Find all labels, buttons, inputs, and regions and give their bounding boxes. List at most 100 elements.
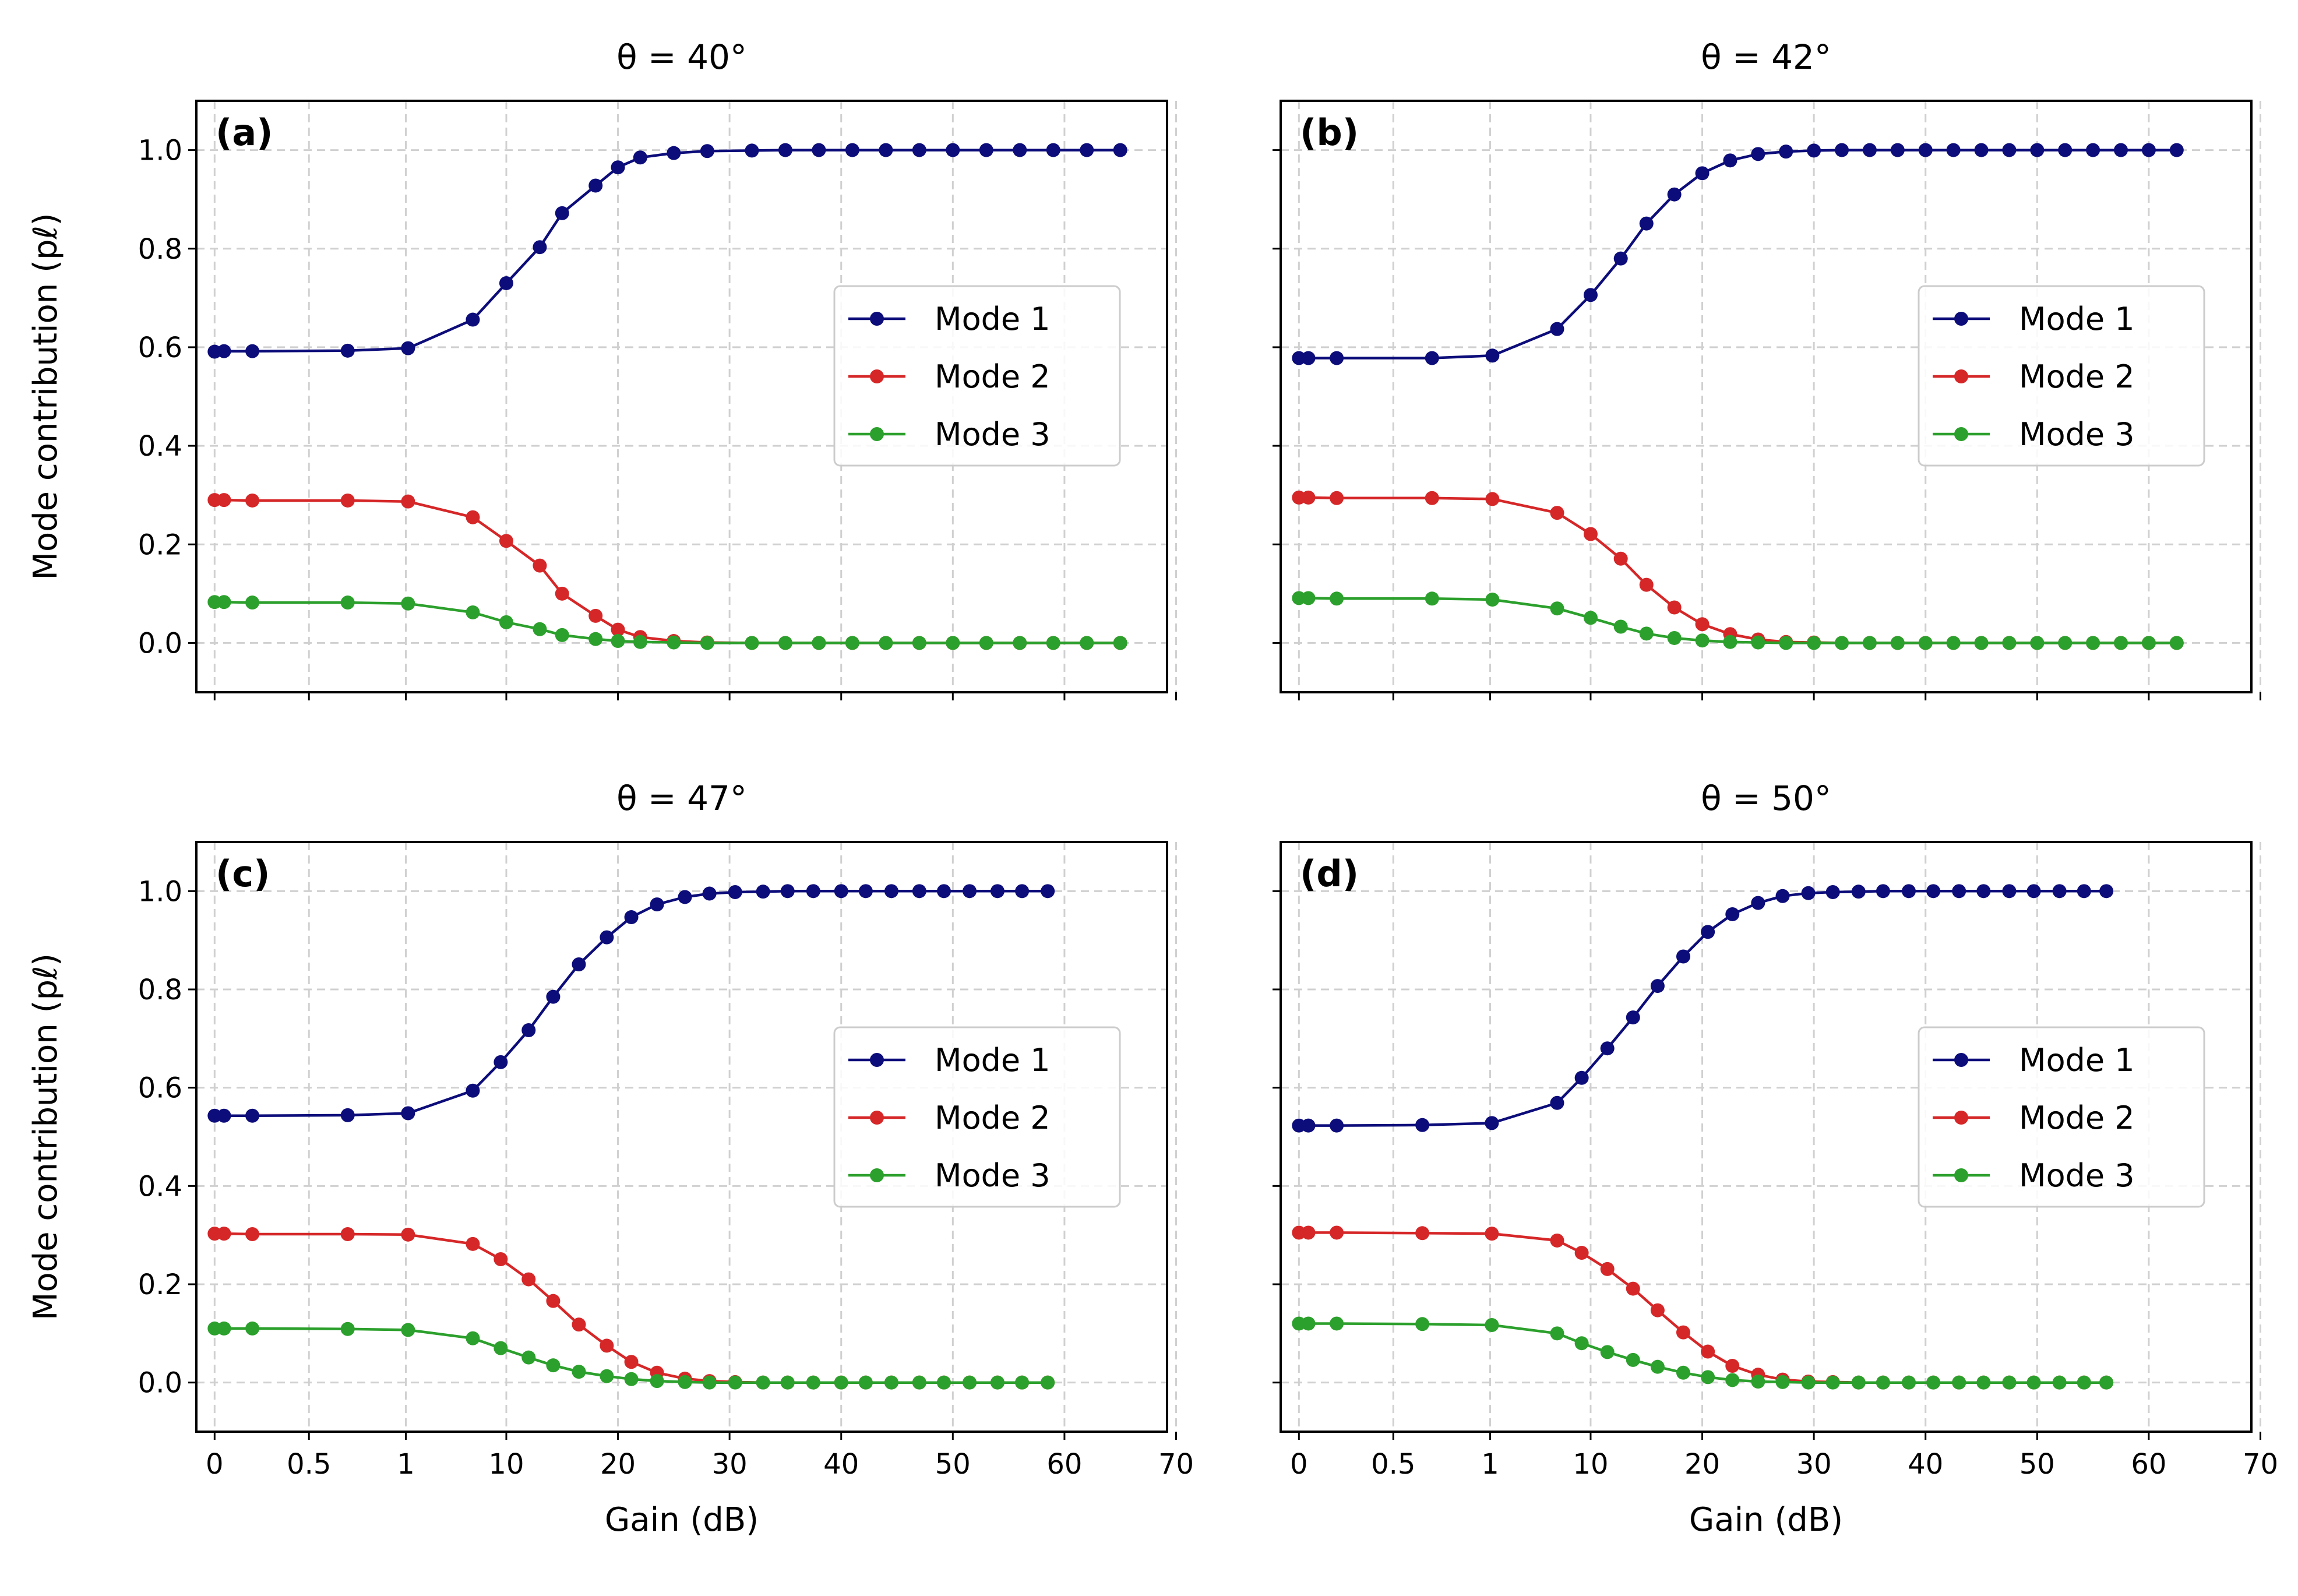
data-point xyxy=(1851,1375,1866,1390)
data-point xyxy=(555,206,569,220)
data-point xyxy=(1952,1375,1966,1390)
data-point xyxy=(2002,143,2017,157)
data-point xyxy=(1926,884,1941,899)
data-point xyxy=(1918,636,1933,650)
data-point xyxy=(1667,187,1682,202)
data-point xyxy=(2169,143,2184,157)
y-tick-label: 0.6 xyxy=(138,1072,182,1105)
data-point xyxy=(466,605,480,619)
data-point xyxy=(521,1023,536,1037)
legend-frame xyxy=(1918,1026,2205,1208)
data-point xyxy=(780,884,795,899)
data-point xyxy=(499,615,513,629)
data-point xyxy=(401,1323,415,1337)
data-point xyxy=(778,636,792,650)
x-tick-label: 1 xyxy=(397,1448,415,1481)
data-point xyxy=(340,1322,355,1336)
x-tick-label: 40 xyxy=(823,1448,859,1481)
data-point xyxy=(1626,1352,1640,1367)
data-point xyxy=(936,884,951,899)
data-point xyxy=(1650,1359,1665,1374)
legend-label: Mode 1 xyxy=(2019,301,2135,337)
data-point xyxy=(245,1321,260,1336)
data-point xyxy=(2077,884,2091,899)
legend: Mode 1 Mode 2 Mode 3 xyxy=(1918,285,2205,467)
data-point xyxy=(1976,884,1991,899)
legend-marker xyxy=(870,1168,884,1182)
data-point xyxy=(401,596,415,611)
data-point xyxy=(466,1236,480,1251)
legend-marker xyxy=(1954,1111,1968,1125)
x-tick-label: 70 xyxy=(2243,1448,2278,1481)
data-point xyxy=(845,143,859,157)
panel-title: θ = 42° xyxy=(1701,37,1831,77)
data-point xyxy=(340,596,355,610)
data-point xyxy=(588,608,603,623)
data-point xyxy=(963,884,977,899)
data-point xyxy=(1046,143,1060,157)
data-point xyxy=(2030,143,2045,157)
data-point xyxy=(2030,636,2045,650)
data-point xyxy=(1890,636,1905,650)
data-point xyxy=(2052,1375,2067,1390)
data-point xyxy=(494,1341,508,1355)
data-point xyxy=(1425,351,1439,365)
data-point xyxy=(217,1227,231,1241)
data-point xyxy=(728,1375,742,1390)
data-point xyxy=(1676,1365,1690,1380)
data-point xyxy=(1485,492,1500,506)
data-point xyxy=(217,1321,231,1336)
data-point xyxy=(624,910,639,925)
data-point xyxy=(1701,925,1715,939)
data-point xyxy=(521,1272,536,1287)
data-point xyxy=(572,1365,586,1379)
data-point xyxy=(1695,633,1710,648)
data-point xyxy=(1825,885,1840,900)
series-mode-2 xyxy=(207,1227,1055,1390)
data-point xyxy=(217,595,231,609)
data-point xyxy=(1862,143,1877,157)
data-point xyxy=(2002,884,2017,899)
data-point xyxy=(600,930,614,945)
x-tick-label: 10 xyxy=(488,1448,524,1481)
data-point xyxy=(533,622,547,636)
data-point xyxy=(1550,601,1564,616)
data-point xyxy=(756,885,770,899)
legend-frame xyxy=(833,285,1121,467)
legend-label: Mode 1 xyxy=(935,1042,1051,1079)
data-point xyxy=(521,1350,536,1365)
legend-marker xyxy=(1954,427,1968,441)
data-point xyxy=(1550,1233,1564,1248)
data-point xyxy=(667,146,681,160)
series-line xyxy=(1299,496,2177,644)
data-point xyxy=(756,1375,770,1390)
data-point xyxy=(1725,907,1740,921)
data-point xyxy=(2002,1375,2017,1390)
panel-a: θ = 40° (a) 0.0 0.2 0.4 0.6 0.8 1.0 Mode contrib… xyxy=(27,37,1177,700)
data-point xyxy=(678,1375,692,1389)
data-point xyxy=(2077,1375,2091,1390)
data-point xyxy=(340,343,355,358)
data-point xyxy=(1301,1118,1316,1133)
data-point xyxy=(1415,1226,1430,1241)
data-point xyxy=(1113,636,1127,650)
legend-marker xyxy=(870,1111,884,1125)
y-tick-label: 0.0 xyxy=(138,627,182,660)
series-mode-3 xyxy=(207,1321,1055,1390)
data-point xyxy=(858,1375,873,1390)
plot-frame xyxy=(195,841,1168,1433)
data-point xyxy=(678,890,692,904)
data-point xyxy=(650,1374,664,1389)
data-point xyxy=(1723,153,1737,168)
data-point xyxy=(1775,1375,1790,1389)
series-mode-1 xyxy=(1292,884,2114,1133)
data-point xyxy=(1876,884,1890,899)
data-point xyxy=(533,240,547,255)
data-point xyxy=(217,344,231,358)
data-point xyxy=(912,1375,926,1390)
legend-marker xyxy=(870,1053,884,1067)
data-point xyxy=(990,1375,1005,1390)
data-point xyxy=(1890,143,1905,157)
x-tick-label: 0 xyxy=(1290,1448,1308,1481)
data-point xyxy=(1600,1262,1615,1276)
